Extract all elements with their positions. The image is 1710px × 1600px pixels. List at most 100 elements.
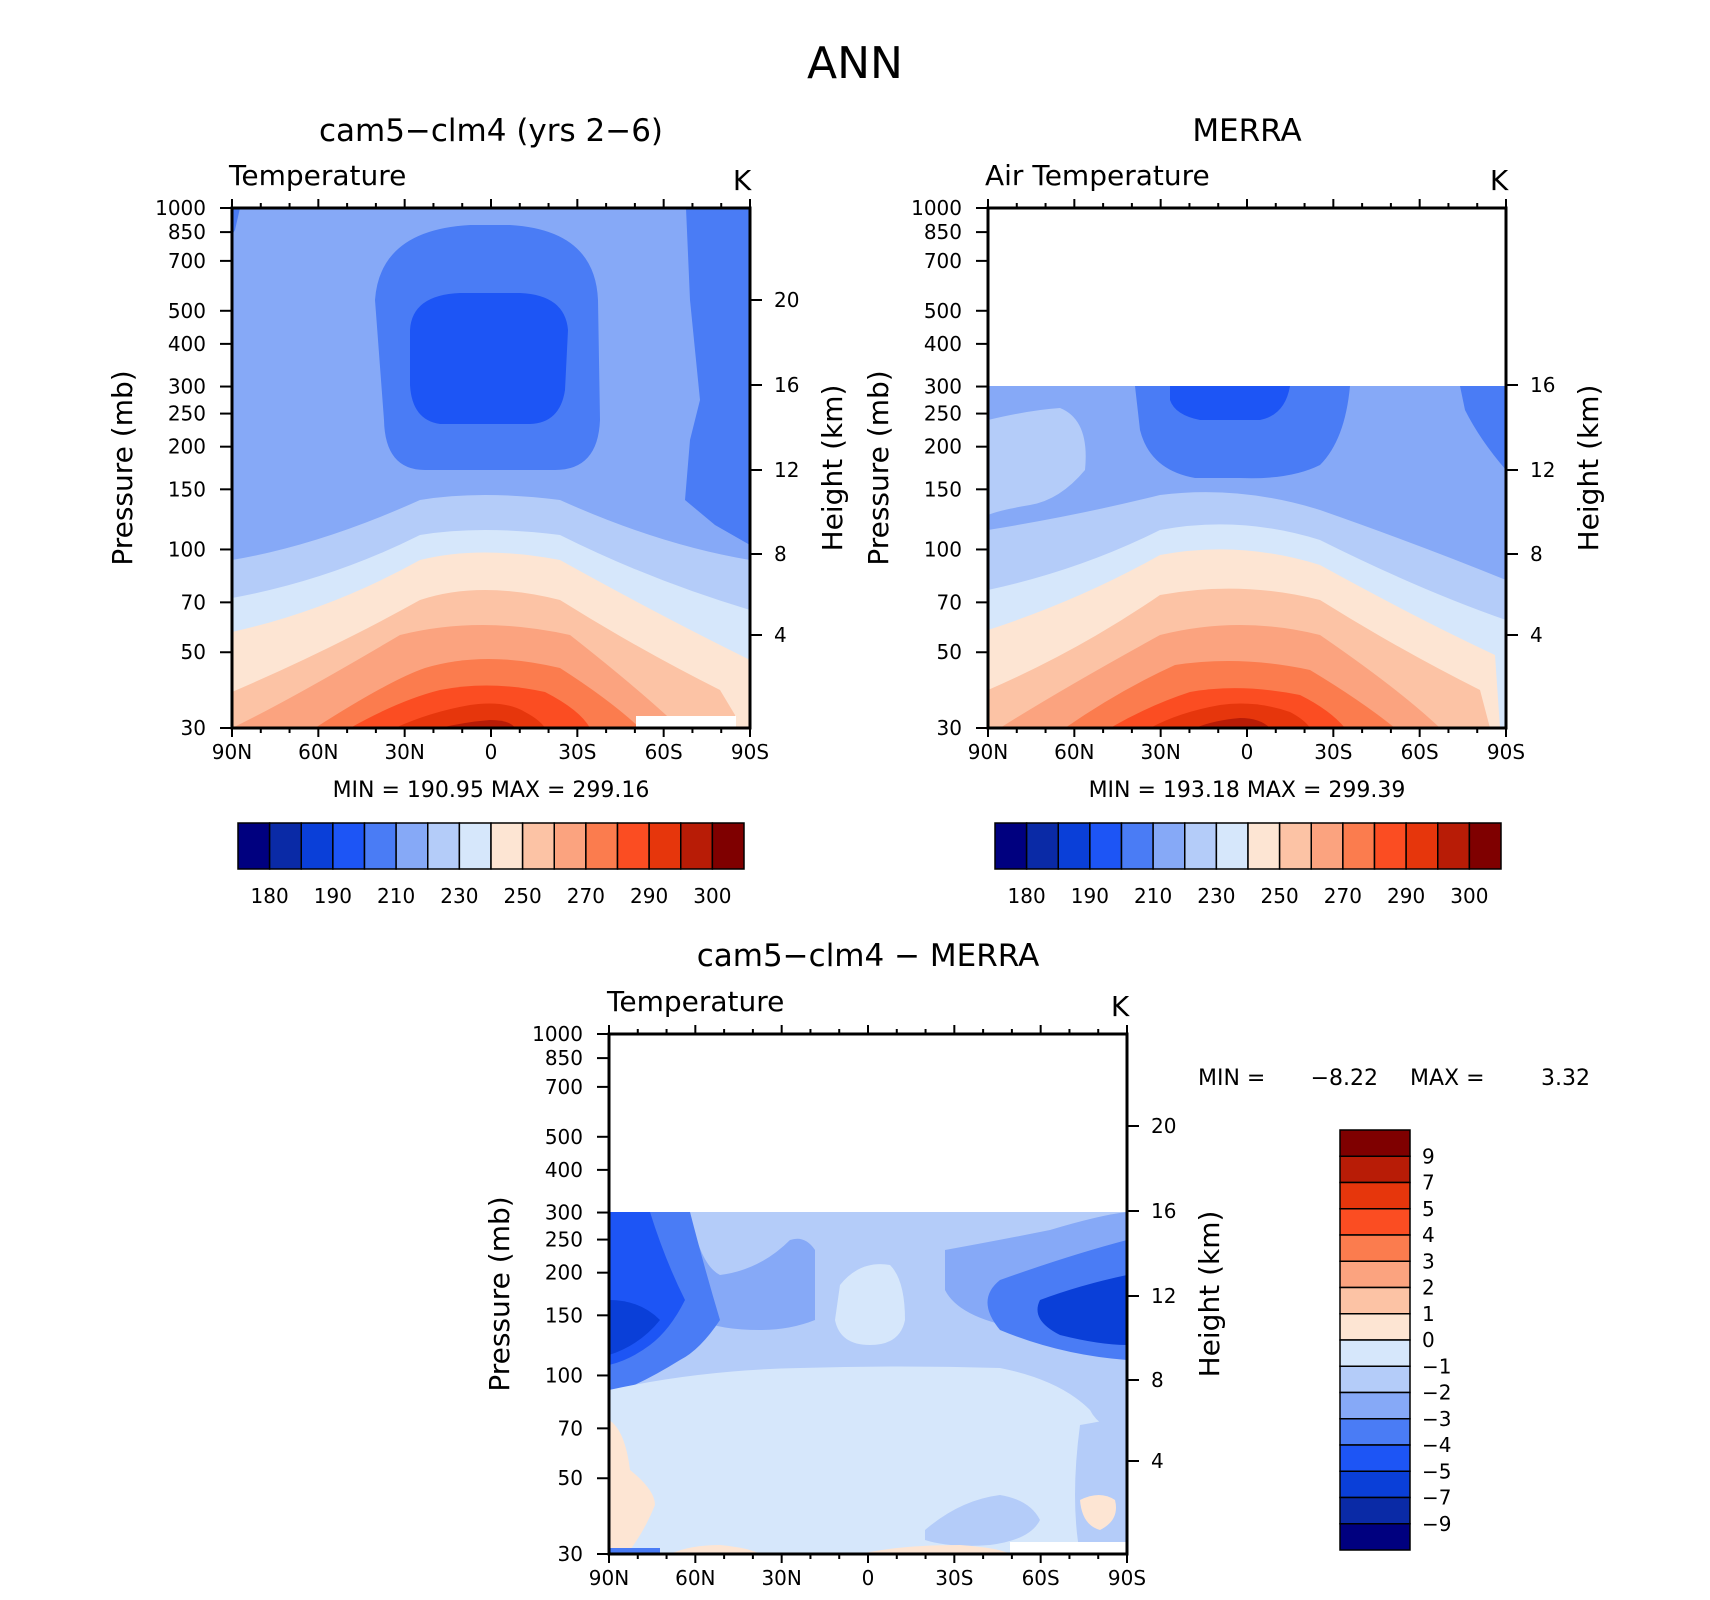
panel-title-model: cam5−clm4 (yrs 2−6) — [319, 113, 663, 149]
colorbar-label: 270 — [1324, 884, 1362, 908]
stats-min-difference: −8.22 — [1311, 1066, 1378, 1091]
right-tick-label: 8 — [1151, 1368, 1164, 1392]
right-tick-label: 20 — [1151, 1114, 1176, 1138]
colorbar-swatch — [1405, 822, 1439, 870]
right-tick-label: 20 — [774, 288, 799, 312]
colorbar-label: −7 — [1422, 1486, 1451, 1510]
colorbar-swatch — [1339, 1208, 1411, 1236]
y-axis-title: Pressure (mb) — [862, 370, 895, 565]
colorbar-swatch — [1339, 1260, 1411, 1289]
y-tick-label: 850 — [545, 1046, 583, 1070]
right-tick-label: 4 — [774, 623, 787, 647]
colorbar-swatch — [1339, 1339, 1411, 1367]
y-tick-label: 150 — [545, 1303, 583, 1327]
y-tick-label: 250 — [545, 1228, 583, 1252]
colorbar-label: 9 — [1422, 1144, 1435, 1168]
units-label-model: K — [733, 164, 752, 197]
colorbar-label: 5 — [1422, 1197, 1435, 1221]
panel-merra: MERRA Air Temperature K 90N 60N 30N 0 30S 60S… — [862, 113, 1605, 908]
y-tick-label: 100 — [924, 537, 962, 561]
right-tick-label: 8 — [1530, 542, 1543, 566]
colorbar-label: 190 — [1071, 884, 1109, 908]
colorbar-swatch — [994, 822, 1028, 870]
stats-max-difference: 3.32 — [1541, 1066, 1590, 1091]
x-tick-label: 60S — [645, 740, 683, 764]
y-tick-label: 300 — [545, 1201, 583, 1225]
colorbar-swatch — [521, 822, 555, 870]
colorbar-label: 250 — [504, 884, 542, 908]
right-tick-label: 8 — [774, 542, 787, 566]
y-tick-label: 100 — [168, 537, 206, 561]
x-tick-label: 0 — [485, 740, 498, 764]
colorbar-swatch — [1373, 822, 1407, 870]
colorbar-label: 300 — [693, 884, 731, 908]
colorbar-swatch — [363, 822, 397, 870]
x-tick-label: 90N — [589, 1566, 629, 1590]
y-tick-label: 1000 — [155, 196, 206, 220]
colorbar-swatch — [1339, 1418, 1411, 1446]
figure-title: ANN — [807, 38, 903, 89]
y-tick-label: 700 — [924, 249, 962, 273]
x-tick-label: 0 — [862, 1566, 875, 1590]
y-tick-label: 250 — [168, 402, 206, 426]
colorbar-label: 190 — [314, 884, 352, 908]
colorbar-swatch — [1339, 1313, 1411, 1341]
colorbar-swatch — [1339, 1155, 1411, 1184]
colorbar-swatch — [1089, 822, 1123, 870]
colorbar-label: 290 — [1387, 884, 1425, 908]
colorbar-swatch — [237, 822, 271, 870]
x-tick-label: 30N — [1140, 740, 1180, 764]
y-tick-label: 400 — [924, 332, 962, 356]
colorbar-swatch — [616, 822, 650, 870]
units-label-merra: K — [1490, 164, 1509, 197]
colorbar-label: 230 — [440, 884, 478, 908]
right-axis-title: Height (km) — [1572, 385, 1605, 552]
y-tick-label: 850 — [168, 220, 206, 244]
colorbar-swatch — [648, 822, 682, 870]
panel-model: cam5−clm4 (yrs 2−6) Temperature K 90N 60N… — [106, 113, 849, 908]
colorbar-label: 1 — [1422, 1302, 1435, 1326]
colorbar-swatch — [1342, 822, 1376, 870]
stats-merra: MIN = 193.18 MAX = 299.39 — [1089, 778, 1406, 803]
x-tick-label: 30S — [1314, 740, 1352, 764]
y-axis-title: Pressure (mb) — [483, 1196, 516, 1391]
colorbar-swatch — [680, 822, 714, 870]
colorbar-swatch — [332, 822, 366, 870]
y-tick-label: 700 — [168, 249, 206, 273]
x-tick-label: 30S — [935, 1566, 973, 1590]
colorbar-swatch — [1339, 1286, 1411, 1315]
colorbar-swatch — [1310, 822, 1344, 870]
colorbar-model: 180 190 210 230 250 270 290 300 — [237, 822, 745, 908]
colorbar-label: −2 — [1422, 1381, 1451, 1405]
colorbar-swatch — [458, 822, 492, 870]
right-tick-label: 16 — [1151, 1199, 1176, 1223]
colorbar-swatch — [300, 822, 334, 870]
colorbar-swatch — [1468, 822, 1502, 870]
colorbar-swatch — [1339, 1234, 1411, 1262]
colorbar-label: 7 — [1422, 1171, 1435, 1195]
colorbar-swatch — [1184, 822, 1218, 870]
y-tick-label: 500 — [545, 1125, 583, 1149]
stats-model: MIN = 190.95 MAX = 299.16 — [333, 778, 650, 803]
right-axis-title: Height (km) — [816, 385, 849, 552]
x-tick-label: 90S — [1108, 1566, 1146, 1590]
colorbar-label: 180 — [251, 884, 289, 908]
colorbar-label: 270 — [567, 884, 605, 908]
y-tick-label: 1000 — [532, 1022, 583, 1046]
units-label-difference: K — [1111, 990, 1130, 1023]
contour-field-difference — [609, 1212, 1127, 1554]
y-tick-label: 200 — [545, 1261, 583, 1285]
colorbar-label: 290 — [630, 884, 668, 908]
right-tick-label: 4 — [1151, 1449, 1164, 1473]
stats-max-label-difference: MAX = — [1410, 1066, 1485, 1091]
x-tick-label: 0 — [1241, 740, 1254, 764]
colorbar-label: 180 — [1008, 884, 1046, 908]
x-tick-label: 60S — [1401, 740, 1439, 764]
colorbar-label: −3 — [1422, 1407, 1451, 1431]
y-tick-label: 500 — [168, 299, 206, 323]
right-tick-label: 12 — [774, 458, 799, 482]
colorbar-swatch — [1339, 1181, 1411, 1210]
right-tick-label: 12 — [1530, 458, 1555, 482]
contour-field-merra — [988, 386, 1506, 728]
y-tick-label: 100 — [545, 1363, 583, 1387]
